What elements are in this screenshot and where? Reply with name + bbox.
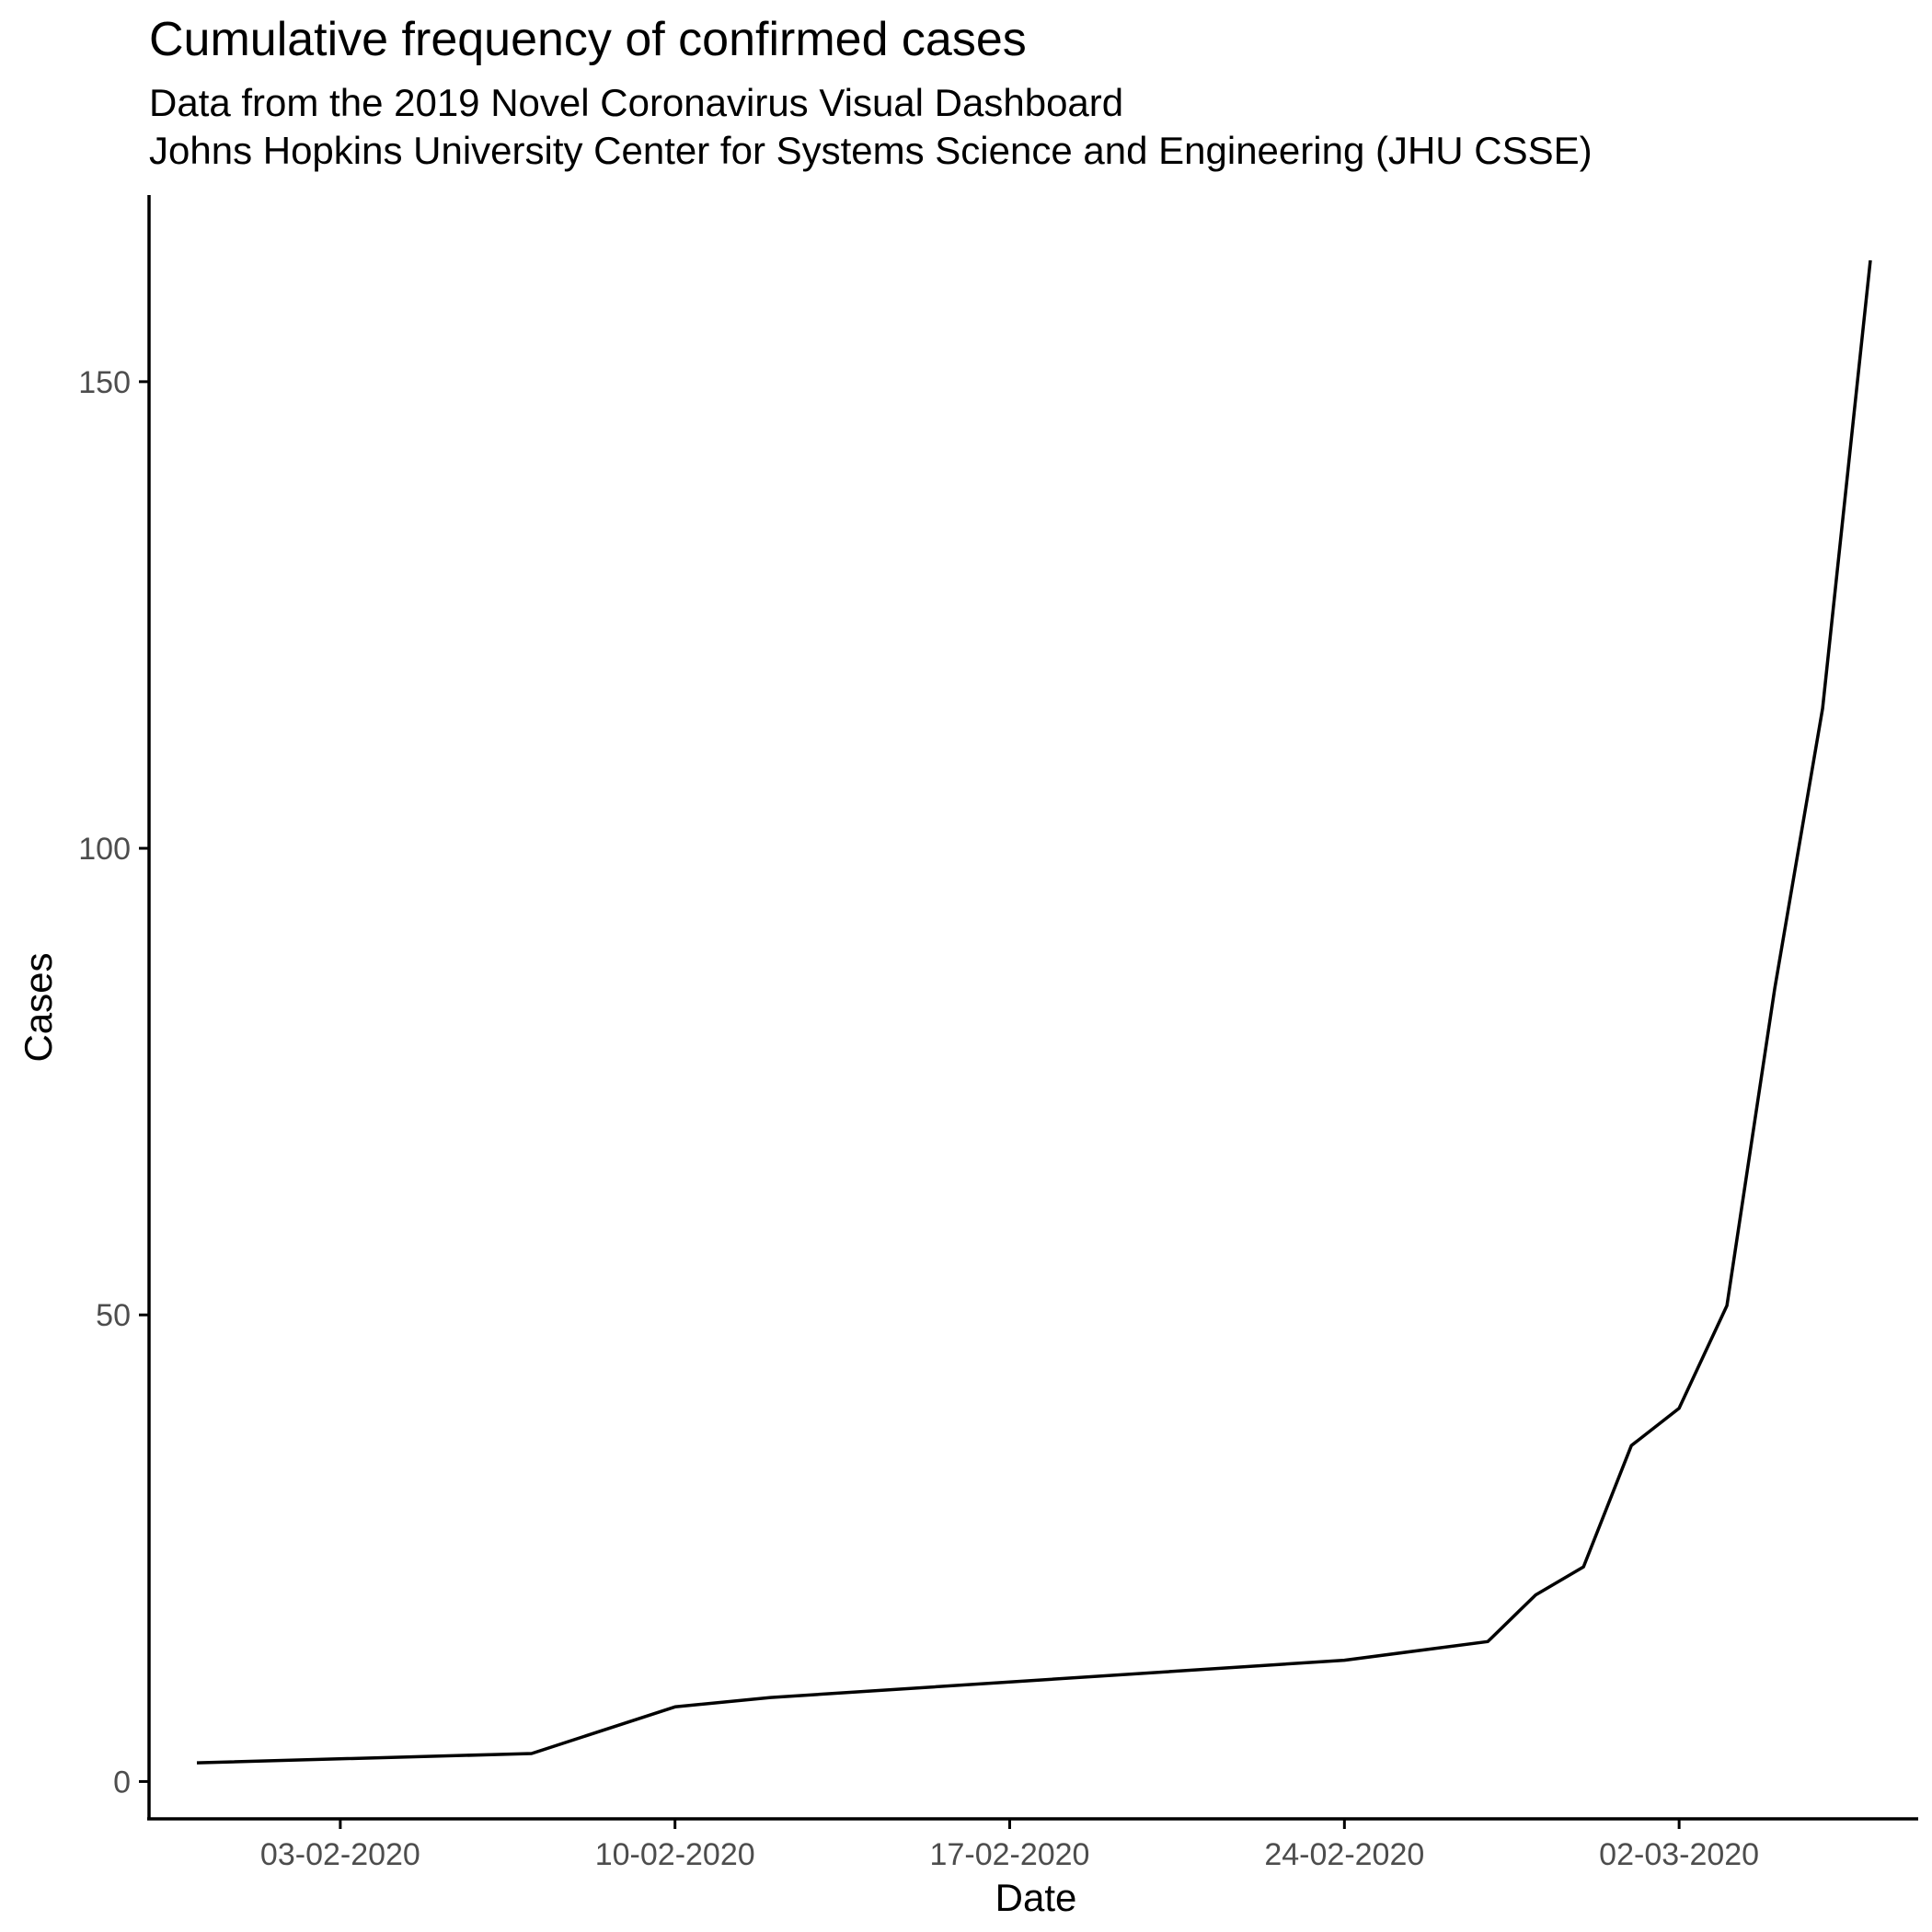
chart-subtitle-line-2: Johns Hopkins University Center for Syst…: [149, 129, 1593, 172]
x-tick-label: 03-02-2020: [260, 1837, 420, 1872]
y-axis-title: Cases: [17, 952, 60, 1062]
x-tick-label: 24-02-2020: [1264, 1837, 1424, 1872]
x-tick-label: 02-03-2020: [1599, 1837, 1759, 1872]
x-axis-title: Date: [995, 1876, 1077, 1919]
chart-subtitle-line-1: Data from the 2019 Novel Coronavirus Vis…: [149, 81, 1123, 124]
x-tick-label: 10-02-2020: [595, 1837, 755, 1872]
x-tick-label: 17-02-2020: [930, 1837, 1090, 1872]
y-axis-ticks: 0 50 100 150: [78, 365, 149, 1800]
series-line-confirmed-cases: [196, 259, 1872, 1765]
y-tick-label: 150: [78, 365, 131, 400]
y-tick-label: 50: [96, 1298, 131, 1333]
y-tick-label: 0: [113, 1765, 131, 1800]
x-axis-ticks: 03-02-2020 10-02-2020 17-02-2020 24-02-2020…: [260, 1819, 1759, 1872]
y-tick-label: 100: [78, 832, 131, 867]
chart-title: Cumulative frequency of confirmed cases: [149, 13, 1027, 66]
plot-area: 0 50 100 150 03-02-2020 10-02-2020 17-02-2020…: [78, 195, 1918, 1872]
